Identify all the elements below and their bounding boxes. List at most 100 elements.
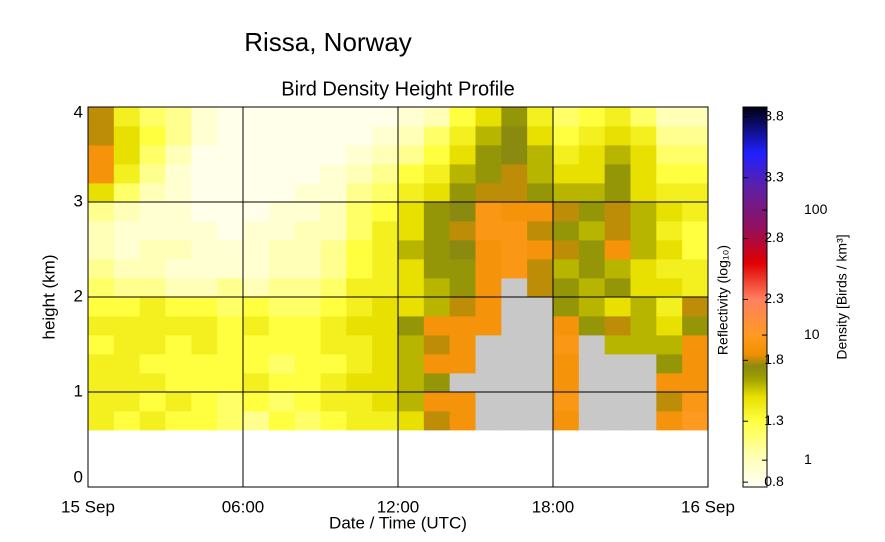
heatmap-cell: [294, 278, 321, 298]
heatmap-cell: [191, 316, 218, 336]
heatmap-cell: [88, 316, 115, 336]
heatmap-cell: [372, 107, 399, 127]
heatmap-cell: [449, 259, 476, 279]
heatmap-cell: [449, 411, 476, 431]
heatmap-cell: [268, 259, 296, 279]
heatmap-cell: [398, 392, 425, 412]
colorbar-tick-label: 0.8: [764, 473, 784, 489]
heatmap-cell: [113, 354, 141, 374]
heatmap-cell: [682, 316, 709, 336]
colorbar: [742, 106, 768, 488]
heatmap-cell: [553, 297, 580, 317]
heatmap-cell: [682, 392, 709, 412]
heatmap-cell: [475, 240, 502, 260]
heatmap-cell: [449, 164, 476, 184]
heatmap-cell: [682, 335, 709, 355]
heatmap-cell: [88, 164, 115, 184]
heatmap-cell: [243, 278, 270, 298]
heatmap-cell: [527, 240, 554, 260]
heatmap-cell: [423, 107, 451, 127]
heatmap-cell: [527, 202, 554, 222]
heatmap-cell: [243, 164, 270, 184]
heatmap-cell: [630, 392, 657, 412]
heatmap-cell: [656, 297, 683, 317]
heatmap-cell: [630, 202, 657, 222]
heatmap-cell: [346, 221, 373, 241]
heatmap-cell: [527, 392, 554, 412]
colorbar-tick-label: 1.8: [764, 351, 784, 367]
heatmap-cell: [346, 392, 373, 412]
chart-subtitle: Bird Density Height Profile: [281, 78, 514, 100]
heatmap-cell: [139, 240, 166, 260]
heatmap-cell: [294, 297, 321, 317]
heatmap-cell: [656, 411, 683, 431]
heatmap-cell: [578, 145, 606, 165]
heatmap-cell: [268, 316, 296, 336]
heatmap-cell: [682, 164, 709, 184]
heatmap-cell: [346, 354, 373, 374]
heatmap-cell: [423, 297, 451, 317]
heatmap-cell: [372, 411, 399, 431]
heatmap-cell: [475, 164, 502, 184]
heatmap-cell: [243, 145, 270, 165]
heatmap-cell: [165, 202, 192, 222]
heatmap-cell: [656, 126, 683, 146]
heatmap-cell: [320, 411, 347, 431]
heatmap-cell: [346, 126, 373, 146]
heatmap-cell: [139, 335, 166, 355]
heatmap: [88, 107, 709, 431]
heatmap-cell: [372, 183, 399, 203]
heatmap-cell: [320, 278, 347, 298]
heatmap-cell: [139, 259, 166, 279]
heatmap-cell: [630, 164, 657, 184]
heatmap-cell: [113, 316, 141, 336]
heatmap-cell: [165, 373, 192, 393]
heatmap-cell: [630, 354, 657, 374]
heatmap-cell: [553, 126, 580, 146]
heatmap-cell: [604, 202, 631, 222]
heatmap-cell: [88, 297, 115, 317]
heatmap-cell: [630, 240, 657, 260]
heatmap-cell: [165, 221, 192, 241]
heatmap-cell: [501, 354, 528, 374]
heatmap-cell: [449, 221, 476, 241]
heatmap-cell: [372, 316, 399, 336]
heatmap-cell: [423, 392, 451, 412]
heatmap-cell: [139, 145, 166, 165]
heatmap-cell: [139, 183, 166, 203]
heatmap-cell: [139, 373, 166, 393]
heatmap-cell: [449, 183, 476, 203]
heatmap-cell: [501, 164, 528, 184]
heatmap-cell: [113, 202, 141, 222]
heatmap-cell: [139, 221, 166, 241]
heatmap-cell: [372, 354, 399, 374]
heatmap-cell: [88, 221, 115, 241]
heatmap-cell: [527, 297, 554, 317]
heatmap-cell: [165, 126, 192, 146]
heatmap-cell: [243, 240, 270, 260]
heatmap-cell: [320, 297, 347, 317]
heatmap-cell: [501, 145, 528, 165]
heatmap-cell: [268, 240, 296, 260]
heatmap-cell: [501, 316, 528, 336]
heatmap-cell: [475, 183, 502, 203]
heatmap-cell: [113, 126, 141, 146]
heatmap-cell: [268, 145, 296, 165]
heatmap-cell: [656, 221, 683, 241]
y-tick-label: 3: [74, 191, 83, 210]
heatmap-cell: [578, 278, 606, 298]
heatmap-cell: [294, 126, 321, 146]
heatmap-cell: [604, 411, 631, 431]
heatmap-cell: [501, 221, 528, 241]
heatmap-cell: [88, 392, 115, 412]
heatmap-cell: [423, 240, 451, 260]
heatmap-cell: [682, 126, 709, 146]
heatmap-cell: [604, 221, 631, 241]
heatmap-cell: [165, 354, 192, 374]
heatmap-cell: [656, 183, 683, 203]
heatmap-cell: [604, 259, 631, 279]
heatmap-cell: [268, 183, 296, 203]
heatmap-cell: [553, 373, 580, 393]
heatmap-cell: [527, 373, 554, 393]
heatmap-cell: [501, 202, 528, 222]
